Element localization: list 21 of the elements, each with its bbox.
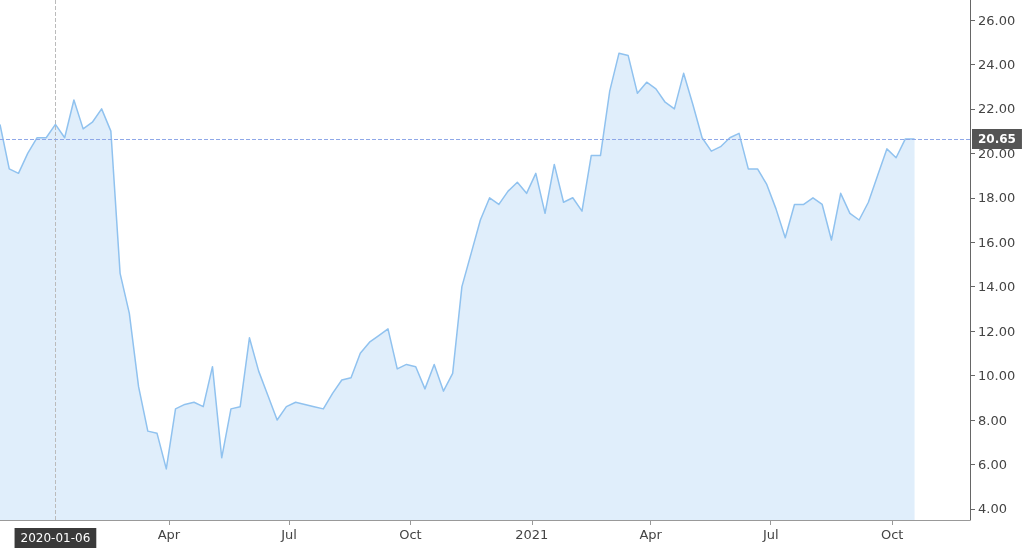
x-tick-label: Apr: [157, 527, 181, 542]
x-tick-label: Oct: [880, 527, 904, 542]
y-tick-label: 4.00: [978, 501, 1007, 517]
ref-line-label: 20.65: [978, 131, 1016, 146]
y-tick-label: 12.00: [978, 323, 1016, 339]
x-tick-label: Jul: [761, 527, 779, 542]
ref-line-label: 2020-01-06: [20, 531, 91, 545]
x-tick-label: Jul: [280, 527, 297, 542]
y-tick-label: 6.00: [978, 456, 1007, 472]
y-tick-label: 8.00: [978, 412, 1007, 428]
y-tick-label: 22.00: [978, 101, 1016, 117]
y-tick-label: 18.00: [978, 190, 1016, 206]
x-tick-label: 2021: [515, 527, 549, 542]
y-tick-label: 24.00: [978, 56, 1016, 72]
x-tick-label: Apr: [639, 527, 663, 542]
y-tick-label: 26.00: [978, 12, 1016, 28]
y-tick-label: 14.00: [978, 279, 1016, 295]
y-tick-label: 10.00: [978, 368, 1016, 384]
y-tick-label: 16.00: [978, 234, 1016, 250]
y-tick-label: 20.00: [978, 145, 1016, 161]
x-tick-label: Oct: [399, 527, 422, 542]
